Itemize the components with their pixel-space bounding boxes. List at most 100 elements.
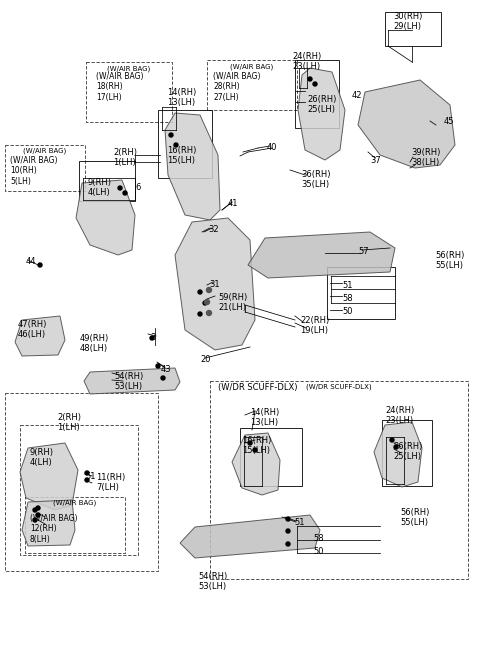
- Text: 40: 40: [267, 143, 277, 152]
- Text: 56(RH)
55(LH): 56(RH) 55(LH): [400, 508, 430, 527]
- Text: (W/AIR BAG)
10(RH)
5(LH): (W/AIR BAG) 10(RH) 5(LH): [10, 156, 58, 186]
- Text: 41: 41: [228, 199, 239, 208]
- Text: 24(RH)
23(LH): 24(RH) 23(LH): [292, 52, 321, 71]
- PathPatch shape: [76, 180, 135, 255]
- Circle shape: [36, 513, 40, 517]
- Bar: [79, 161, 135, 201]
- Text: 9(RH)
4(LH): 9(RH) 4(LH): [88, 178, 112, 197]
- Text: 2(RH)
1(LH): 2(RH) 1(LH): [113, 148, 137, 168]
- Circle shape: [85, 478, 89, 482]
- Text: 9(RH)
4(LH): 9(RH) 4(LH): [30, 448, 54, 468]
- Text: (W/DR SCUFF-DLX): (W/DR SCUFF-DLX): [218, 383, 298, 392]
- Text: (W/AIR BAG): (W/AIR BAG): [53, 500, 96, 506]
- Circle shape: [308, 77, 312, 81]
- Circle shape: [204, 299, 209, 305]
- PathPatch shape: [165, 113, 220, 220]
- Circle shape: [38, 263, 42, 267]
- Circle shape: [198, 290, 202, 294]
- Text: 50: 50: [313, 547, 324, 556]
- Circle shape: [169, 133, 173, 137]
- Circle shape: [33, 518, 37, 522]
- Text: 31: 31: [209, 280, 220, 289]
- Text: 6: 6: [135, 183, 140, 192]
- Text: 24(RH)
23(LH): 24(RH) 23(LH): [385, 406, 414, 425]
- Circle shape: [36, 506, 40, 510]
- Text: 54(RH)
53(LH): 54(RH) 53(LH): [198, 572, 227, 591]
- Text: 43: 43: [161, 365, 172, 374]
- Circle shape: [390, 438, 394, 442]
- PathPatch shape: [298, 68, 345, 160]
- PathPatch shape: [84, 368, 180, 394]
- Text: 44: 44: [26, 257, 36, 266]
- Text: 51: 51: [294, 518, 304, 527]
- Text: 2(RH)
1(LH): 2(RH) 1(LH): [57, 413, 81, 432]
- Text: (W/AIR BAG)
12(RH)
8(LH): (W/AIR BAG) 12(RH) 8(LH): [30, 514, 77, 544]
- Circle shape: [313, 82, 317, 86]
- Circle shape: [150, 336, 154, 340]
- Text: (W/AIR BAG)
28(RH)
27(LH): (W/AIR BAG) 28(RH) 27(LH): [213, 72, 261, 102]
- Text: 51: 51: [85, 472, 96, 481]
- Bar: [5, 145, 85, 191]
- PathPatch shape: [248, 232, 395, 278]
- PathPatch shape: [175, 218, 255, 350]
- Bar: [25, 497, 125, 553]
- Text: 20: 20: [200, 355, 211, 364]
- Circle shape: [156, 364, 160, 368]
- Text: (W/AIR BAG): (W/AIR BAG): [230, 63, 274, 69]
- Bar: [86, 62, 172, 122]
- Bar: [385, 12, 441, 46]
- Text: 14(RH)
13(LH): 14(RH) 13(LH): [167, 88, 196, 107]
- Text: 59(RH)
21(LH): 59(RH) 21(LH): [218, 293, 247, 312]
- Circle shape: [161, 376, 165, 380]
- Text: 56(RH)
55(LH): 56(RH) 55(LH): [435, 251, 464, 271]
- Text: 32: 32: [208, 225, 218, 234]
- Text: (W/AIR BAG): (W/AIR BAG): [108, 65, 151, 71]
- Bar: [382, 420, 432, 486]
- Text: 58: 58: [342, 294, 353, 303]
- Text: 50: 50: [342, 307, 352, 316]
- Text: 54(RH)
53(LH): 54(RH) 53(LH): [114, 372, 143, 392]
- Circle shape: [206, 288, 212, 293]
- Bar: [210, 381, 468, 579]
- Text: 36(RH)
35(LH): 36(RH) 35(LH): [301, 170, 331, 189]
- Text: 49(RH)
48(LH): 49(RH) 48(LH): [80, 334, 109, 354]
- Bar: [295, 60, 339, 128]
- Text: 45: 45: [444, 117, 455, 126]
- Bar: [5, 393, 158, 571]
- Text: 14(RH)
13(LH): 14(RH) 13(LH): [250, 408, 279, 428]
- Text: 30(RH)
29(LH): 30(RH) 29(LH): [393, 12, 422, 31]
- Bar: [240, 428, 302, 486]
- Circle shape: [123, 191, 127, 195]
- Text: 11(RH)
7(LH): 11(RH) 7(LH): [96, 473, 125, 493]
- Text: 22(RH)
19(LH): 22(RH) 19(LH): [300, 316, 329, 335]
- Text: 37: 37: [370, 156, 381, 165]
- Circle shape: [198, 312, 202, 316]
- Bar: [20, 425, 138, 555]
- Text: 16(RH)
15(LH): 16(RH) 15(LH): [242, 436, 271, 455]
- Circle shape: [33, 508, 37, 512]
- PathPatch shape: [232, 433, 280, 495]
- Text: 51: 51: [342, 281, 352, 290]
- Text: 57: 57: [358, 247, 369, 256]
- Bar: [158, 110, 212, 178]
- Text: 26(RH)
25(LH): 26(RH) 25(LH): [307, 95, 336, 115]
- Circle shape: [286, 517, 290, 521]
- Circle shape: [174, 143, 178, 147]
- Text: 58: 58: [313, 534, 324, 543]
- PathPatch shape: [180, 515, 320, 558]
- Circle shape: [286, 529, 290, 533]
- Text: 3: 3: [150, 333, 156, 342]
- Text: (W/DR SCUFF-DLX): (W/DR SCUFF-DLX): [306, 384, 372, 390]
- PathPatch shape: [22, 500, 75, 546]
- Text: 16(RH)
15(LH): 16(RH) 15(LH): [167, 146, 196, 166]
- Circle shape: [248, 441, 252, 445]
- PathPatch shape: [374, 422, 422, 487]
- PathPatch shape: [20, 443, 78, 510]
- Text: 47(RH)
46(LH): 47(RH) 46(LH): [18, 320, 48, 339]
- Circle shape: [203, 301, 207, 305]
- Circle shape: [286, 542, 290, 546]
- Text: (W/AIR BAG)
18(RH)
17(LH): (W/AIR BAG) 18(RH) 17(LH): [96, 72, 144, 102]
- Text: 42: 42: [352, 91, 362, 100]
- Text: (W/AIR BAG): (W/AIR BAG): [24, 148, 67, 155]
- PathPatch shape: [15, 316, 65, 356]
